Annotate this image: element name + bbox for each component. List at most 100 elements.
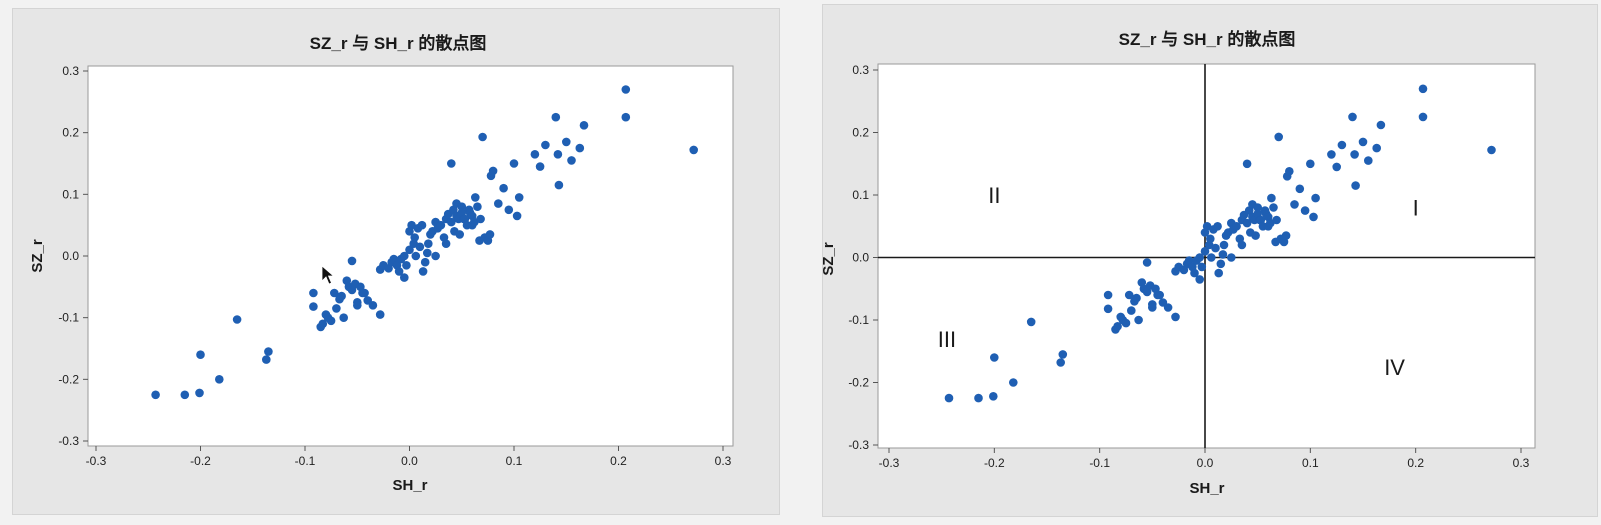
x-tick-label: -0.3	[86, 454, 107, 468]
data-point	[579, 121, 589, 130]
data-point	[262, 355, 271, 364]
y-tick-label: 0.1	[852, 188, 869, 202]
data-point	[423, 248, 432, 258]
data-point	[1218, 250, 1228, 259]
data-point	[337, 291, 346, 301]
data-points	[151, 85, 698, 400]
data-point	[1113, 322, 1122, 331]
y-tick-label: 0.1	[62, 187, 79, 201]
data-point	[447, 217, 456, 227]
data-point	[417, 220, 427, 230]
axis-ticks: -0.3 -0.2 -0.1 0.0 0.1 0.2 0.3 -0.3 -0.2 -0.1 0.0 0…	[848, 63, 1529, 470]
data-point	[1148, 303, 1157, 312]
data-point	[476, 214, 485, 224]
data-point	[1207, 253, 1216, 262]
data-point	[1132, 293, 1141, 303]
scatter-chart-left: SZ_r 与 SH_r 的散点图 -0.3 -0.2 -0.1 0.0 0.1 0.2 0.…	[29, 33, 734, 494]
data-point	[400, 251, 409, 261]
data-point	[1267, 193, 1276, 203]
data-point	[1269, 203, 1278, 212]
y-tick-label: -0.2	[848, 376, 869, 390]
data-point	[1251, 231, 1260, 240]
data-point	[1274, 132, 1283, 142]
data-point	[441, 239, 451, 248]
data-point	[394, 267, 404, 276]
data-point	[471, 193, 480, 202]
data-point	[974, 393, 983, 403]
data-point	[1358, 137, 1368, 147]
data-point	[621, 85, 631, 94]
mouse-pointer-icon	[321, 265, 335, 285]
x-tick-label: 0.3	[715, 454, 732, 468]
data-point	[415, 242, 425, 252]
data-point	[509, 159, 519, 168]
quadrant-label: II	[988, 183, 1000, 208]
data-point	[402, 261, 411, 270]
x-tick-label: 0.1	[506, 454, 523, 468]
x-tick-label: 0.1	[1302, 456, 1319, 470]
data-point	[1350, 150, 1359, 159]
quadrant-label: IV	[1384, 355, 1405, 380]
plot-area	[877, 63, 1536, 449]
data-point	[1142, 258, 1152, 267]
data-point	[195, 388, 204, 398]
data-point	[554, 180, 564, 190]
data-point	[689, 145, 698, 155]
data-point	[1372, 143, 1381, 153]
data-point	[512, 211, 522, 221]
data-point	[1351, 181, 1360, 190]
data-point	[180, 390, 190, 400]
quadrant-label: I	[1413, 196, 1419, 221]
data-point	[151, 390, 160, 400]
quadrant-label: III	[938, 327, 956, 352]
data-point	[1418, 84, 1428, 94]
data-point	[1214, 268, 1223, 278]
x-tick-label: 0.0	[1197, 456, 1214, 470]
y-tick-label: -0.1	[58, 311, 79, 325]
data-point	[1281, 231, 1291, 240]
data-point	[1163, 303, 1173, 312]
data-point	[504, 205, 514, 215]
data-point	[990, 353, 999, 362]
data-point	[1418, 112, 1428, 122]
data-point	[424, 239, 433, 248]
y-tick-label: 0.2	[852, 126, 869, 140]
data-point	[264, 347, 273, 356]
data-point	[575, 143, 585, 153]
data-point	[405, 245, 414, 255]
data-point	[1127, 306, 1136, 315]
data-point	[944, 393, 954, 403]
x-tick-label: 0.2	[1407, 456, 1424, 470]
data-point	[411, 251, 421, 261]
x-tick-label: -0.1	[295, 454, 316, 468]
data-point	[494, 199, 503, 208]
data-point	[535, 162, 545, 171]
data-point	[499, 183, 508, 193]
data-point	[1121, 318, 1131, 328]
data-point	[420, 257, 430, 267]
data-point	[1306, 159, 1315, 169]
data-point	[455, 230, 465, 239]
data-point	[1232, 222, 1241, 231]
data-point	[375, 310, 385, 319]
x-tick-label: 0.0	[401, 454, 418, 468]
data-point	[457, 202, 467, 211]
data-point	[347, 256, 357, 266]
data-point	[326, 316, 336, 326]
data-point	[488, 166, 498, 176]
x-axis-label: SH_r	[1189, 480, 1224, 497]
data-point	[621, 112, 631, 122]
data-point	[1056, 358, 1065, 367]
data-point	[1171, 312, 1180, 322]
data-point	[1348, 112, 1357, 122]
data-point	[1195, 275, 1204, 284]
plot-area	[87, 65, 734, 447]
data-point	[1253, 203, 1262, 212]
data-point	[1206, 234, 1215, 244]
data-point	[1134, 315, 1143, 325]
data-point	[514, 193, 524, 202]
data-point	[400, 273, 409, 282]
data-point	[232, 315, 242, 324]
data-point	[1227, 253, 1236, 262]
